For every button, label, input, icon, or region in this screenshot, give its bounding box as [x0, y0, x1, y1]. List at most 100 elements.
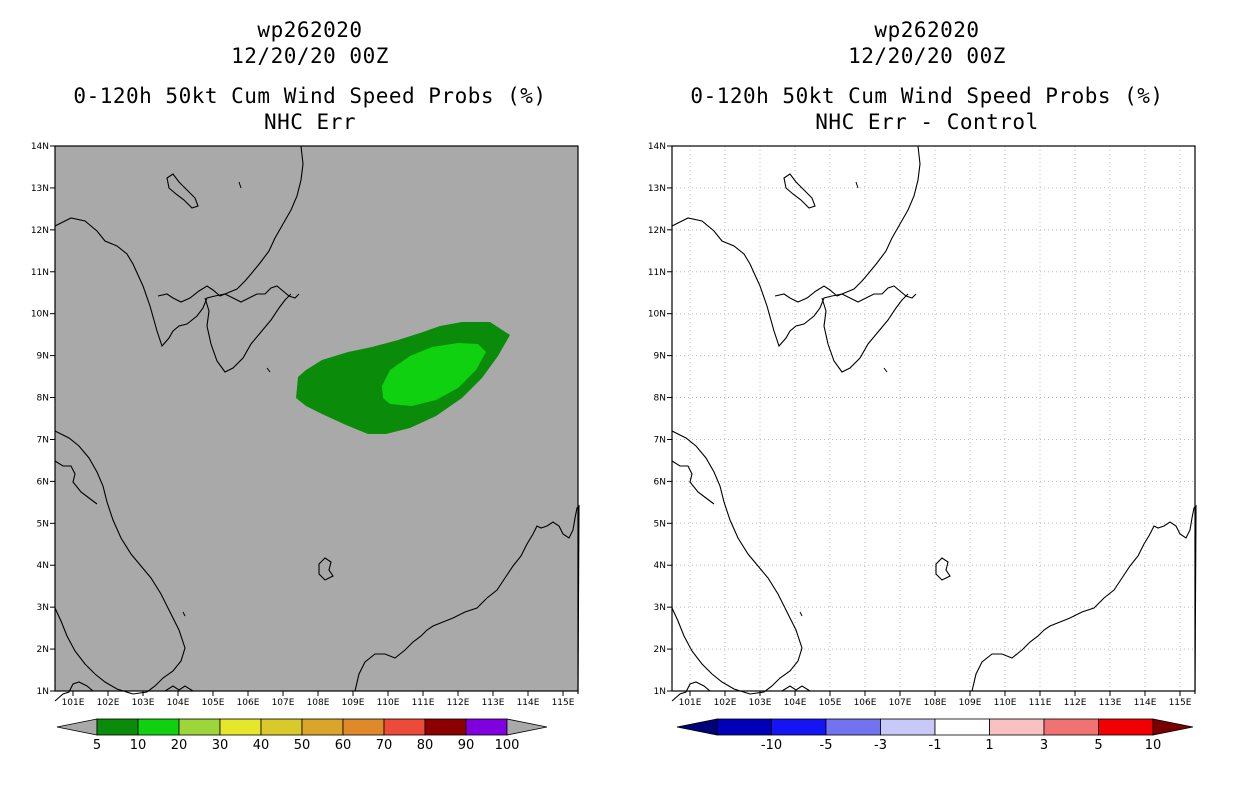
lat-label: 7N — [654, 435, 666, 445]
left-subtitle: NHC Err — [263, 110, 356, 134]
lat-label: 8N — [37, 394, 49, 404]
colorbar-label: -5 — [820, 738, 833, 753]
colorbar-left-arrow — [676, 718, 718, 736]
colorbar-swatch — [771, 718, 827, 736]
lat-label: 13N — [31, 184, 49, 194]
colorbar-swatch — [96, 718, 139, 736]
lat-label: 14N — [31, 142, 49, 152]
right-storm-id: wp262020 — [874, 18, 980, 42]
left-product: 0-120h 50kt Cum Wind Speed Probs (%) — [73, 84, 547, 108]
lon-label: 108E — [307, 698, 330, 708]
colorbar-label: 30 — [212, 738, 229, 753]
lon-label: 109E — [342, 698, 365, 708]
colorbar-label: 5 — [1094, 738, 1102, 753]
lon-label: 114E — [517, 698, 540, 708]
colorbar-swatch — [383, 718, 426, 736]
colorbar-label: 90 — [458, 738, 475, 753]
prob-20pct-area — [382, 343, 486, 406]
left-lat-axis: 14N 13N 12N 11N 10N 9N 8N 7N 6N 5N 4N 3N 2N 1N — [31, 142, 55, 697]
colorbar-label: 20 — [171, 738, 188, 753]
lat-label: 1N — [37, 687, 49, 697]
colorbar-label: 100 — [495, 738, 520, 753]
lon-label: 111E — [1029, 698, 1052, 708]
lat-label: 3N — [654, 603, 666, 613]
colorbar-swatch — [260, 718, 303, 736]
lat-label: 12N — [648, 226, 666, 236]
colorbar-right-arrow — [506, 718, 548, 736]
colorbar-swatch — [342, 718, 385, 736]
lat-label: 1N — [654, 687, 666, 697]
lon-label: 103E — [132, 698, 155, 708]
lat-label: 8N — [654, 394, 666, 404]
lon-label: 115E — [1169, 698, 1192, 708]
colorbar-label: 70 — [376, 738, 393, 753]
lon-label: 110E — [994, 698, 1017, 708]
colorbar-swatch — [934, 718, 990, 736]
right-datetime: 12/20/20 00Z — [848, 44, 1006, 68]
colorbar-swatch — [1043, 718, 1099, 736]
lat-label: 10N — [31, 310, 49, 320]
lon-label: 102E — [714, 698, 737, 708]
right-title: wp262020 12/20/20 00Z 0-120h 50kt Cum Wi… — [672, 17, 1182, 135]
left-lon-axis: 101E 102E 103E 104E 105E 106E 107E 108E 109E 110E… — [62, 691, 575, 708]
lat-label: 14N — [648, 142, 666, 152]
colorbar-swatch — [716, 718, 772, 736]
colorbar-swatch — [219, 718, 262, 736]
lon-label: 101E — [62, 698, 85, 708]
lon-label: 107E — [272, 698, 295, 708]
colorbar-swatch — [465, 718, 508, 736]
colorbar-swatch — [178, 718, 221, 736]
colorbar-label: 10 — [130, 738, 147, 753]
lon-label: 104E — [167, 698, 190, 708]
colorbar-label: 60 — [335, 738, 352, 753]
left-title: wp262020 12/20/20 00Z 0-120h 50kt Cum Wi… — [55, 17, 565, 135]
right-gridlines — [672, 146, 1195, 691]
colorbar-swatch — [825, 718, 881, 736]
lon-label: 107E — [889, 698, 912, 708]
lon-label: 115E — [552, 698, 575, 708]
lon-label: 112E — [1064, 698, 1087, 708]
lat-label: 12N — [31, 226, 49, 236]
lat-label: 11N — [648, 268, 666, 278]
lon-label: 113E — [482, 698, 505, 708]
colorbar-right-arrow — [1152, 718, 1194, 736]
lon-label: 108E — [924, 698, 947, 708]
lon-label: 101E — [679, 698, 702, 708]
right-subtitle: NHC Err - Control — [815, 110, 1039, 134]
colorbar-label: -3 — [874, 738, 887, 753]
colorbar-left-arrow — [56, 718, 98, 736]
colorbar-swatch — [424, 718, 467, 736]
colorbar-label: 5 — [93, 738, 101, 753]
lon-label: 112E — [447, 698, 470, 708]
lat-label: 5N — [37, 519, 49, 529]
lon-label: 113E — [1099, 698, 1122, 708]
left-storm-id: wp262020 — [257, 18, 363, 42]
lon-label: 102E — [97, 698, 120, 708]
colorbar-label: -10 — [761, 738, 782, 753]
lat-label: 2N — [37, 645, 49, 655]
lat-label: 2N — [654, 645, 666, 655]
lon-label: 105E — [819, 698, 842, 708]
colorbar-label: -1 — [929, 738, 942, 753]
lon-label: 109E — [959, 698, 982, 708]
lat-label: 11N — [31, 268, 49, 278]
probability-contours — [296, 322, 510, 434]
lon-label: 106E — [854, 698, 877, 708]
colorbar-swatch — [880, 718, 936, 736]
lat-label: 9N — [37, 352, 49, 362]
colorbar-label: 1 — [985, 738, 993, 753]
colorbar-swatch — [989, 718, 1045, 736]
lat-label: 7N — [37, 435, 49, 445]
lat-label: 4N — [654, 561, 666, 571]
left-colorbar: 5 10 20 30 40 50 60 70 80 90 100 — [56, 718, 548, 753]
lat-label: 5N — [654, 519, 666, 529]
lon-label: 104E — [784, 698, 807, 708]
lon-label: 110E — [377, 698, 400, 708]
colorbar-swatch — [301, 718, 344, 736]
lat-label: 3N — [37, 603, 49, 613]
lon-label: 106E — [237, 698, 260, 708]
lat-label: 6N — [37, 477, 49, 487]
